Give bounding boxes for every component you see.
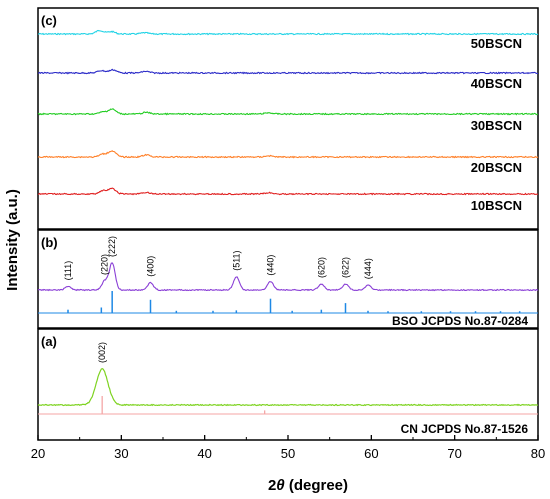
panel-frame-b bbox=[37, 229, 539, 329]
series-label-50BSCN: 50BSCN bbox=[471, 36, 522, 51]
peak-label-620: (620) bbox=[316, 257, 326, 278]
cn-pattern-line bbox=[37, 368, 539, 407]
series-line-50BSCN bbox=[37, 29, 539, 36]
series-line-40BSCN bbox=[37, 68, 538, 75]
panel-frame-c bbox=[37, 7, 539, 230]
x-tick-label-30: 30 bbox=[114, 446, 128, 461]
peak-label-440: (440) bbox=[266, 255, 276, 276]
cn-reference-label: CN JCPDS No.87-1526 bbox=[401, 422, 529, 436]
panel-label-c: (c) bbox=[41, 13, 57, 28]
panel-label-b: (b) bbox=[41, 235, 58, 250]
x-axis-label-prefix: 2 bbox=[268, 477, 276, 494]
series-label-20BSCN: 20BSCN bbox=[471, 160, 522, 175]
peak-label-220: (220) bbox=[100, 254, 110, 275]
series-line-20BSCN bbox=[37, 150, 539, 159]
series-line-10BSCN bbox=[37, 187, 539, 196]
peak-label-511: (511) bbox=[231, 250, 241, 270]
x-axis: 20 30 40 50 60 70 80 bbox=[31, 435, 545, 461]
peak-label-111: (111) bbox=[63, 261, 73, 281]
panel-frames: (c) (b) (a) bbox=[37, 7, 539, 441]
panel-label-a: (a) bbox=[41, 334, 57, 349]
peak-label-622: (622) bbox=[341, 257, 351, 278]
peak-label-444: (444) bbox=[363, 258, 373, 279]
x-tick-label-20: 20 bbox=[31, 446, 45, 461]
x-axis-label-suffix: (degree) bbox=[285, 477, 348, 494]
bso-pattern-line bbox=[37, 262, 539, 292]
x-tick-label-70: 70 bbox=[447, 446, 461, 461]
x-tick-label-50: 50 bbox=[281, 446, 295, 461]
x-tick-label-80: 80 bbox=[531, 446, 545, 461]
x-tick-label-40: 40 bbox=[197, 446, 211, 461]
x-axis-label-theta: θ bbox=[276, 477, 285, 494]
y-axis-label: Intensity (a.u.) bbox=[4, 189, 21, 291]
peak-label-400: (400) bbox=[146, 256, 156, 277]
series-line-30BSCN bbox=[37, 108, 538, 116]
series-label-30BSCN: 30BSCN bbox=[471, 118, 522, 133]
peak-label-002: (002) bbox=[97, 342, 107, 363]
x-axis-label: 2θ (degree) bbox=[268, 477, 348, 494]
series-label-10BSCN: 10BSCN bbox=[471, 198, 522, 213]
x-tick-label-60: 60 bbox=[364, 446, 378, 461]
series-label-40BSCN: 40BSCN bbox=[471, 76, 522, 91]
plot-layer: 50BSCN 40BSCN 30BSCN 20BSCN 10BSCN (111) (220)… bbox=[37, 29, 539, 436]
peak-label-222: (222) bbox=[107, 236, 117, 257]
bso-reference-label: BSO JCPDS No.87-0284 bbox=[392, 314, 528, 328]
